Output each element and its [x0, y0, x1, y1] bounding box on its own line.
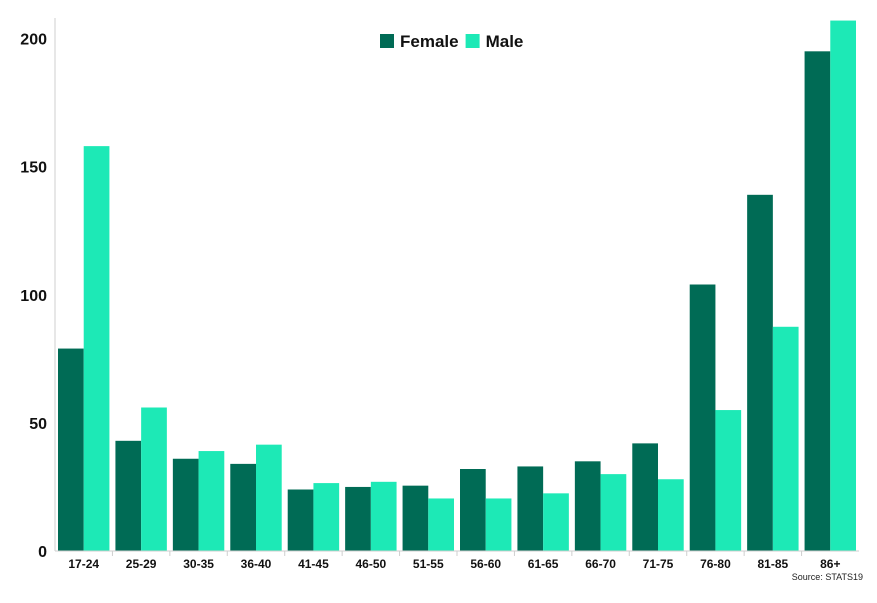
bar-female-66-70 [574, 461, 601, 551]
x-tick-label: 30-35 [183, 557, 214, 571]
y-tick-label: 0 [38, 544, 47, 561]
source-note: Source: STATS19 [791, 572, 863, 582]
x-tick-label: 41-45 [298, 557, 329, 571]
bar-female-30-35 [172, 458, 199, 551]
x-tick-label: 76-80 [700, 557, 731, 571]
x-tick-label: 81-85 [758, 557, 789, 571]
y-tick-label: 200 [20, 32, 47, 49]
bar-male-51-55 [428, 498, 454, 551]
bar-male-76-80 [715, 410, 742, 551]
x-tick-label: 86+ [820, 557, 840, 571]
bar-female-61-65 [517, 466, 544, 551]
x-tick-label: 17-24 [68, 557, 99, 571]
bar-male-25-29 [141, 407, 167, 551]
bar-female-56-60 [460, 469, 486, 551]
y-tick-label: 100 [20, 288, 47, 305]
x-tick-label: 56-60 [470, 557, 501, 571]
y-tick-label: 50 [29, 416, 47, 433]
x-tick-label: 61-65 [528, 557, 559, 571]
bars [58, 20, 856, 551]
legend-label-male: Male [486, 32, 524, 51]
legend-swatch-female [380, 34, 394, 48]
legend-label-female: Female [400, 32, 459, 51]
bar-male-71-75 [658, 479, 684, 551]
y-axis: 0 50 100 150 200 [20, 18, 56, 561]
bar-male-46-50 [370, 481, 397, 551]
bar-female-17-24 [58, 348, 84, 551]
bar-male-30-35 [198, 451, 225, 551]
bar-female-36-40 [230, 463, 256, 551]
bar-male-41-45 [313, 483, 340, 551]
bar-female-51-55 [402, 485, 429, 551]
x-axis: 17-24 25-29 30-35 36-40 41-45 46-50 51-55 56-60… [55, 550, 859, 571]
bar-male-17-24 [83, 146, 110, 551]
bar-female-81-85 [747, 194, 773, 551]
bar-female-71-75 [632, 443, 658, 551]
bar-male-66-70 [600, 474, 627, 551]
x-tick-label: 25-29 [126, 557, 157, 571]
x-tick-label: 36-40 [241, 557, 272, 571]
legend: Female Male [380, 32, 523, 51]
bar-female-76-80 [689, 284, 716, 551]
bar-female-41-45 [287, 489, 314, 551]
bar-male-86+ [830, 20, 856, 551]
bar-male-81-85 [772, 326, 799, 551]
x-tick-label: 46-50 [356, 557, 387, 571]
bar-female-25-29 [115, 440, 142, 551]
bar-female-86+ [804, 51, 831, 551]
x-tick-label: 66-70 [585, 557, 616, 571]
bar-male-56-60 [485, 498, 512, 551]
bar-male-61-65 [543, 493, 569, 551]
y-tick-label: 150 [20, 160, 47, 177]
bar-female-46-50 [345, 486, 371, 551]
legend-swatch-male [465, 34, 480, 48]
x-tick-label: 71-75 [643, 557, 674, 571]
x-tick-label: 51-55 [413, 557, 444, 571]
bar-male-36-40 [256, 444, 282, 551]
